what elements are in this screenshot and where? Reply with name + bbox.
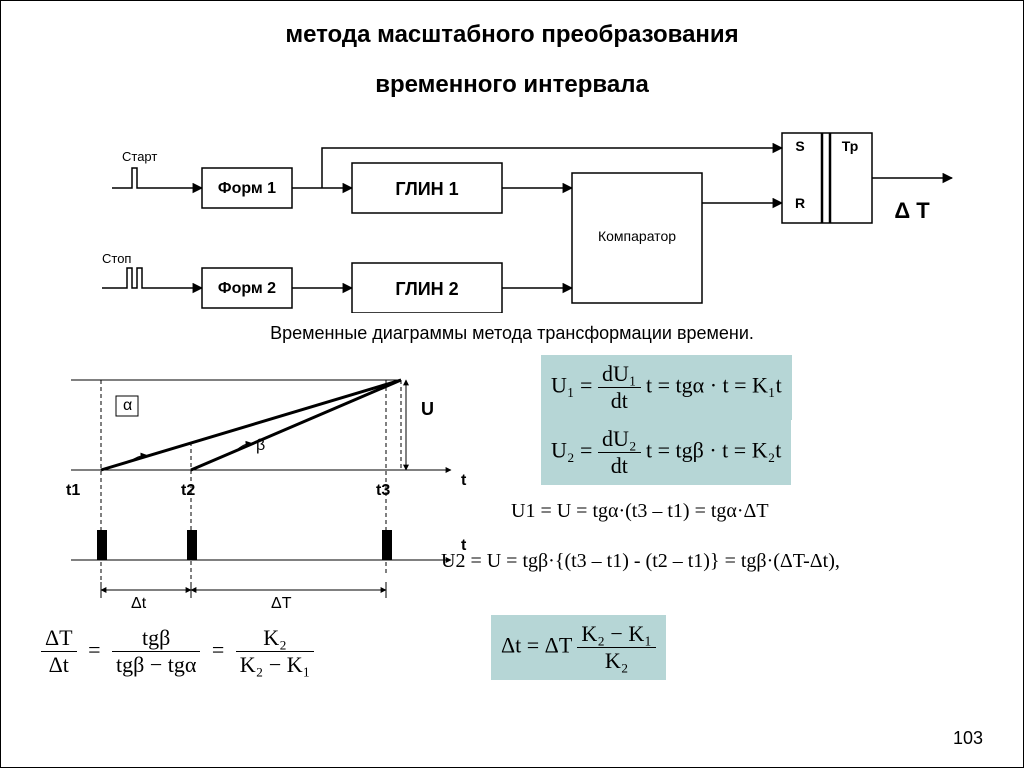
eq-ratio: ΔTΔt = tgβtgβ − tgα = K₂K₂ − K₁ [41,625,314,678]
page-number: 103 [953,728,983,749]
glin2-label: ГЛИН 2 [395,279,458,299]
svg-text:t3: t3 [376,482,390,499]
trigger-s: S [795,138,804,154]
eq-u1-plain: U1 = U = tgα·(t3 – t1) = tgα·ΔT [511,500,769,523]
svg-text:α: α [123,397,132,414]
svg-text:β: β [256,437,265,454]
title-line1: метода масштабного преобразования [1,21,1023,49]
svg-text:t2: t2 [181,482,195,499]
eq-u2-plain: U2 = U = tgβ·{(t3 – t1) - (t2 – t1)} = t… [441,550,840,573]
svg-text:Δt: Δt [131,595,147,612]
output-label: Δ T [894,198,930,223]
form1-label: Форм 1 [218,180,276,197]
form2-label: Форм 2 [218,280,276,297]
stop-label: Стоп [102,251,131,266]
start-label: Старт [122,149,157,164]
glin1-label: ГЛИН 1 [395,179,458,199]
eq-u1: U₁ = dU₁dt t = tgα · t = K₁t [541,355,792,420]
trigger-t: Тр [842,138,859,154]
svg-text:t1: t1 [66,482,80,499]
title-line2: временного интервала [1,71,1023,99]
comparator-label: Компаратор [598,228,676,244]
eq-final: Δt = ΔT K₂ − K₁K₂ [491,615,666,680]
svg-text:t: t [461,472,467,489]
trigger-r: R [795,195,805,211]
timing-diagram: t α β U t1 t2 t3 t Δt [31,350,501,620]
block-diagram: Старт Стоп Форм 1 Форм 2 ГЛИН 1 ГЛИН 2 К… [42,113,982,313]
timing-caption: Временные диаграммы метода трансформации… [1,323,1023,344]
eq-u2: U₂ = dU₂dt t = tgβ · t = K₂t [541,420,791,485]
svg-text:U: U [421,399,434,419]
svg-text:ΔT: ΔT [271,595,292,612]
